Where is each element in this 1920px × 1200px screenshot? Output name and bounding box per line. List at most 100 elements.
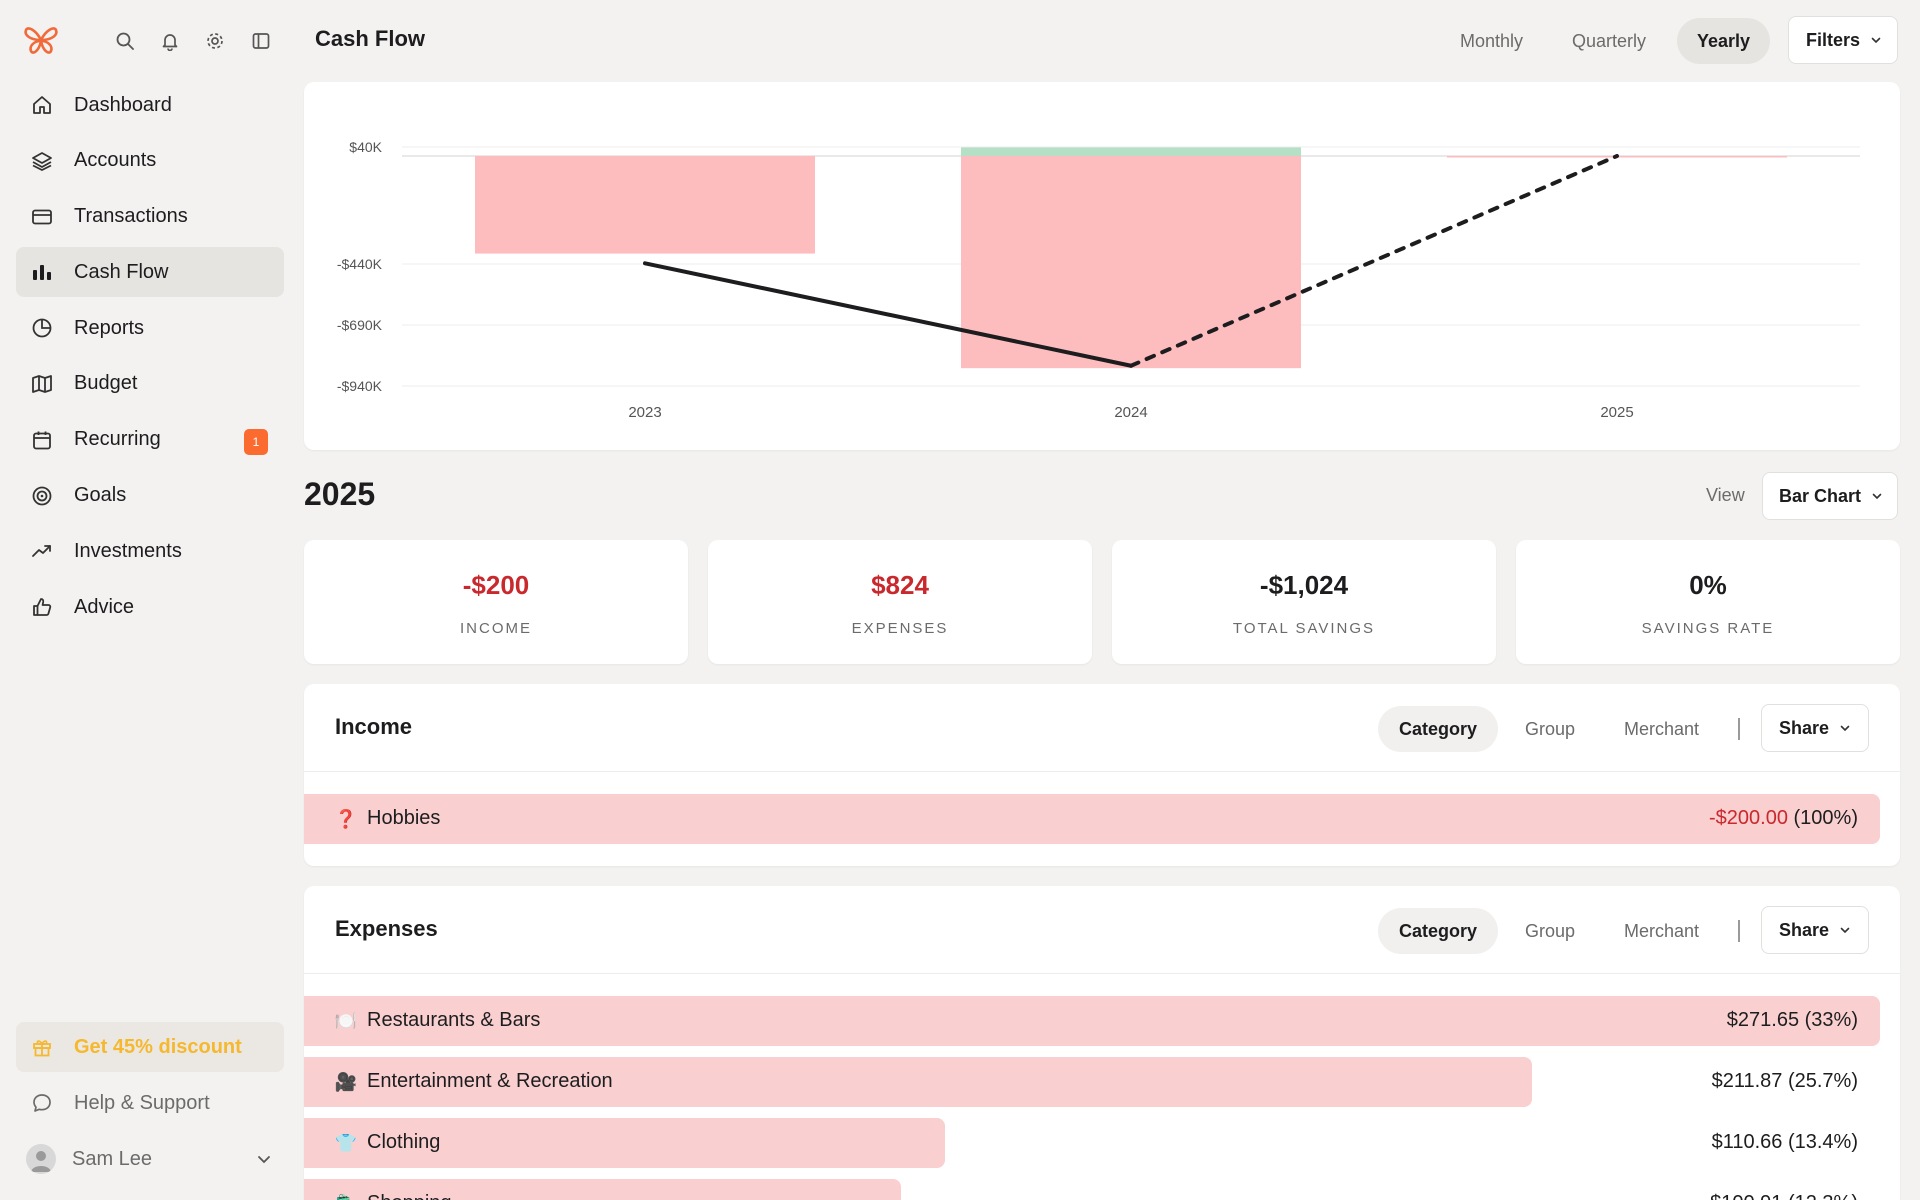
- amount-percent: (12.3%): [1788, 1192, 1858, 1200]
- sidebar-item-advice[interactable]: Advice: [16, 582, 284, 632]
- expenses-breakdown-card: Expenses Category Group Merchant Share 🍽…: [304, 886, 1900, 1200]
- category-amount: $110.66 (13.4%): [1712, 1131, 1858, 1154]
- category-label: Clothing: [367, 1131, 441, 1153]
- x-tick-label: 2023: [628, 404, 661, 421]
- question-mark-icon: ❓: [334, 808, 358, 829]
- credit-card-icon: [30, 205, 54, 229]
- savings-rate-label: SAVINGS RATE: [1641, 620, 1775, 637]
- target-icon: [30, 484, 54, 508]
- view-select-value: Bar Chart: [1779, 485, 1862, 506]
- gift-icon: [30, 1035, 54, 1059]
- income-tab-group[interactable]: Group: [1525, 718, 1576, 739]
- period-quarterly-button[interactable]: Quarterly: [1572, 30, 1647, 51]
- y-tick-label: $40K: [349, 139, 382, 155]
- sidebar-toggle-icon[interactable]: [248, 28, 274, 54]
- sidebar-item-label: Goals: [74, 484, 127, 507]
- period-monthly-button[interactable]: Monthly: [1460, 30, 1524, 51]
- expenses-value: $824: [871, 570, 929, 600]
- sidebar-item-reports[interactable]: Reports: [16, 303, 284, 353]
- summary-card-total-savings: -$1,024 TOTAL SAVINGS: [1112, 540, 1496, 664]
- amount-percent: (25.7%): [1787, 1070, 1858, 1092]
- expense-row-entertainment-recreation[interactable]: 🎥 Entertainment & Recreation $211.87 (25…: [304, 1057, 1880, 1107]
- expense-row-shopping[interactable]: 🛍️ Shopping $100.91 (12.3%): [304, 1179, 1880, 1200]
- income-tab-category[interactable]: Category: [1378, 706, 1499, 752]
- view-select[interactable]: Bar Chart: [1762, 472, 1898, 520]
- sidebar: Dashboard Accounts Transactions Cash Flo…: [0, 0, 300, 1200]
- sidebar-nav: Dashboard Accounts Transactions Cash Flo…: [16, 80, 284, 638]
- expenses-tab-group[interactable]: Group: [1525, 920, 1576, 941]
- expense-row-clothing[interactable]: 👕 Clothing $110.66 (13.4%): [304, 1118, 1880, 1168]
- x-tick-label: 2024: [1114, 404, 1147, 421]
- category-label: Restaurants & Bars: [367, 1009, 541, 1031]
- sidebar-item-label: Recurring: [74, 428, 161, 451]
- shirt-icon: 👕: [334, 1132, 358, 1153]
- sidebar-item-accounts[interactable]: Accounts: [16, 136, 284, 186]
- sidebar-item-label: Advice: [74, 595, 135, 618]
- category-amount: $100.91 (12.3%): [1710, 1192, 1858, 1200]
- sidebar-item-recurring[interactable]: Recurring 1: [16, 415, 284, 465]
- category-amount: $211.87 (25.7%): [1712, 1070, 1858, 1093]
- trending-up-icon: [30, 539, 54, 563]
- net-line-projected-segment: [1129, 154, 1619, 368]
- expenses-section-title: Expenses: [335, 916, 438, 941]
- page-title: Cash Flow: [315, 26, 426, 51]
- summary-card-income: -$200 INCOME: [304, 540, 688, 664]
- cash-flow-chart[interactable]: $40K -$440K -$690K -$940K 2023 2024 2025: [304, 82, 1900, 450]
- sidebar-item-label: Accounts: [74, 149, 157, 172]
- x-tick-label: 2025: [1600, 404, 1633, 421]
- income-label: INCOME: [460, 620, 532, 637]
- income-share-button[interactable]: Share: [1761, 704, 1869, 752]
- expense-bar-fill: [304, 1179, 902, 1200]
- period-yearly-button[interactable]: Yearly: [1677, 18, 1771, 64]
- expense-bar: [961, 156, 1301, 369]
- sidebar-item-label: Cash Flow: [74, 260, 169, 283]
- category-label: Hobbies: [367, 807, 441, 829]
- expense-bar: [475, 156, 815, 254]
- recurring-count-badge: 1: [244, 428, 268, 455]
- income-tab-merchant[interactable]: Merchant: [1624, 718, 1700, 739]
- sidebar-item-investments[interactable]: Investments: [16, 526, 284, 576]
- gear-icon[interactable]: [202, 28, 228, 54]
- chevron-down-icon: [1839, 718, 1851, 739]
- savings-rate-value: 0%: [1689, 570, 1727, 600]
- chevron-down-icon: [1839, 920, 1851, 941]
- expense-row-restaurants-bars[interactable]: 🍽️ Restaurants & Bars $271.65 (33%): [304, 996, 1880, 1046]
- sidebar-item-goals[interactable]: Goals: [16, 471, 284, 521]
- sidebar-item-label: Budget: [74, 372, 138, 395]
- bell-icon[interactable]: [157, 28, 183, 54]
- user-menu[interactable]: Sam Lee: [16, 1134, 284, 1184]
- divider: [1738, 920, 1740, 942]
- bar-chart-icon: [30, 260, 54, 284]
- avatar: [26, 1144, 56, 1174]
- income-row-hobbies[interactable]: ❓ Hobbies -$200.00 (100%): [304, 794, 1880, 844]
- sidebar-item-dashboard[interactable]: Dashboard: [16, 80, 284, 130]
- thumbs-up-icon: [30, 595, 54, 619]
- total-savings-label: TOTAL SAVINGS: [1232, 620, 1376, 637]
- category-amount: -$200.00 (100%): [1709, 807, 1858, 830]
- sidebar-item-label: Reports: [74, 316, 145, 339]
- expense-bar-fill: [304, 1057, 1532, 1107]
- plate-icon: 🍽️: [334, 1010, 358, 1031]
- chat-bubble-icon: [30, 1091, 54, 1115]
- sidebar-item-budget[interactable]: Budget: [16, 359, 284, 409]
- help-support-link[interactable]: Help & Support: [16, 1078, 284, 1128]
- home-icon: [30, 93, 54, 117]
- expenses-tab-merchant[interactable]: Merchant: [1624, 920, 1700, 941]
- income-value: -$200: [462, 570, 530, 600]
- sidebar-item-transactions[interactable]: Transactions: [16, 192, 284, 242]
- promo-label: Get 45% discount: [74, 1035, 242, 1058]
- expense-bar-fill: [304, 1118, 946, 1168]
- summary-card-expenses: $824 EXPENSES: [708, 540, 1092, 664]
- share-label: Share: [1779, 919, 1830, 940]
- discount-promo-button[interactable]: Get 45% discount: [16, 1022, 284, 1072]
- map-icon: [30, 372, 54, 396]
- filters-button[interactable]: Filters: [1788, 16, 1898, 64]
- sidebar-item-cash-flow[interactable]: Cash Flow: [16, 247, 284, 298]
- income-breakdown-card: Income Category Group Merchant Share ❓ H…: [304, 684, 1900, 866]
- butterfly-logo-icon[interactable]: [22, 22, 60, 60]
- search-icon[interactable]: [112, 28, 138, 54]
- total-savings-value: -$1,024: [1259, 570, 1349, 600]
- expenses-tab-category[interactable]: Category: [1378, 908, 1499, 954]
- pie-chart-icon: [30, 316, 54, 340]
- expenses-share-button[interactable]: Share: [1761, 906, 1869, 954]
